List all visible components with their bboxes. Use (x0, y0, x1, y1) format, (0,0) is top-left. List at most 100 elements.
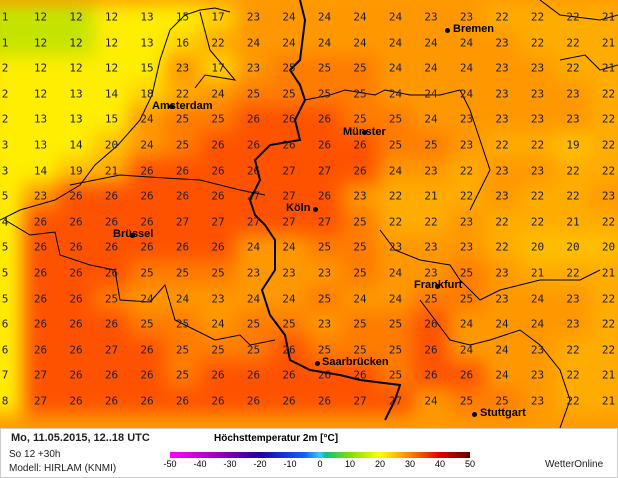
shade-cell (306, 55, 343, 82)
shade-cell (448, 4, 485, 30)
shade-cell (590, 183, 618, 210)
temperature-value: 23 (317, 317, 332, 331)
shade-cell (0, 234, 23, 261)
temperature-value: 23 (175, 61, 190, 75)
shade-cell (93, 132, 130, 158)
temperature-value: 26 (317, 394, 332, 408)
temperature-value: 25 (388, 138, 403, 152)
temperature-value: 26 (140, 394, 154, 408)
shade-cell (484, 336, 520, 363)
shade-cell (519, 29, 556, 56)
shade-cell (413, 208, 449, 235)
shade-cell (93, 388, 130, 414)
temperature-value: 23 (33, 189, 48, 203)
shade-cell (555, 132, 591, 158)
temperature-value: 17 (211, 10, 225, 24)
temperature-value: 24 (388, 61, 403, 75)
shade-cell (413, 285, 449, 312)
temperature-value: 12 (33, 10, 48, 24)
shade-cell (93, 29, 130, 56)
temperature-value: 25 (317, 87, 332, 101)
shade-cell (58, 29, 94, 56)
temperature-value: 27 (388, 394, 403, 408)
shade-cell (590, 311, 618, 338)
temperature-value: 25 (388, 112, 403, 126)
temperature-value: 27 (211, 215, 225, 229)
city-label: Amsterdam (152, 100, 213, 112)
shade-cell (93, 208, 130, 235)
shade-cell (484, 388, 520, 414)
temperature-value: 24 (282, 10, 296, 24)
shade-cell (58, 388, 94, 414)
shade-cell (590, 4, 618, 30)
shade-cell (377, 260, 414, 286)
temperature-value: 1 (1, 10, 9, 24)
temperature-value: 26 (175, 189, 190, 203)
shade-cell (58, 208, 94, 235)
shade-cell (484, 132, 520, 158)
shade-cell (129, 55, 165, 82)
shade-cell (129, 336, 165, 363)
temperature-value: 26 (211, 164, 225, 178)
shade-cell (484, 311, 520, 338)
temperature-value: 21 (104, 164, 119, 178)
temperature-value: 22 (601, 343, 616, 357)
temperature-value: 22 (530, 215, 545, 229)
temperature-value: 26 (33, 292, 48, 306)
shade-cell (271, 106, 307, 133)
temperature-value: 25 (282, 317, 296, 331)
temperature-value: 26 (33, 240, 48, 254)
shade-cell (22, 260, 59, 286)
shade-cell (0, 208, 23, 235)
shade-cell (519, 311, 556, 338)
shade-cell (200, 106, 236, 133)
shade-cell (590, 55, 618, 82)
temperature-value: 25 (282, 87, 296, 101)
temperature-value: 24 (459, 343, 474, 357)
temperature-value: 26 (317, 112, 332, 126)
shade-cell (271, 183, 307, 210)
temperature-map: 1 12 12 12 13 15 17 23 24 24 24 24 23 23 22 22 22 21 1 12 12… (0, 0, 618, 428)
shade-cell (484, 29, 520, 56)
temperature-value: 24 (211, 317, 225, 331)
shade-cell (129, 388, 165, 414)
shade-cell (306, 260, 343, 286)
shade-cell (271, 362, 307, 389)
temperature-value: 25 (175, 368, 190, 382)
temperature-value: 26 (140, 189, 154, 203)
temperature-value: 20 (601, 240, 616, 254)
temperature-value: 23 (495, 87, 509, 101)
shade-cell (306, 80, 343, 107)
temperature-value: 23 (459, 10, 474, 24)
temperature-value: 13 (33, 112, 48, 126)
shade-cell (164, 55, 201, 82)
temperature-value: 23 (459, 138, 474, 152)
shade-cell (22, 106, 59, 133)
temperature-value: 25 (388, 368, 403, 382)
shade-cell (306, 311, 343, 338)
shade-cell (235, 157, 272, 184)
shade-cell (58, 132, 94, 158)
shade-cell (22, 311, 59, 338)
legend-tick: -10 (283, 459, 297, 469)
temperature-value: 24 (353, 292, 367, 306)
city-label: Frankfurt (414, 279, 463, 291)
temperature-value: 23 (530, 394, 545, 408)
temperature-value: 23 (530, 61, 545, 75)
shade-cell (93, 311, 130, 338)
temperature-value: 22 (530, 189, 545, 203)
shade-cell (413, 4, 449, 30)
temperature-value: 25 (495, 394, 509, 408)
temperature-value: 25 (353, 61, 367, 75)
temperature-value: 24 (246, 240, 261, 254)
temperature-value: 22 (601, 138, 616, 152)
temperature-value: 24 (424, 87, 438, 101)
shade-cell (519, 260, 556, 286)
city-marker (445, 28, 450, 33)
shade-cell (200, 132, 236, 158)
temperature-value: 23 (246, 10, 261, 24)
temperature-value: 22 (566, 343, 580, 357)
shade-cell (164, 208, 201, 235)
temperature-value: 22 (495, 215, 509, 229)
shade-cell (342, 183, 378, 210)
